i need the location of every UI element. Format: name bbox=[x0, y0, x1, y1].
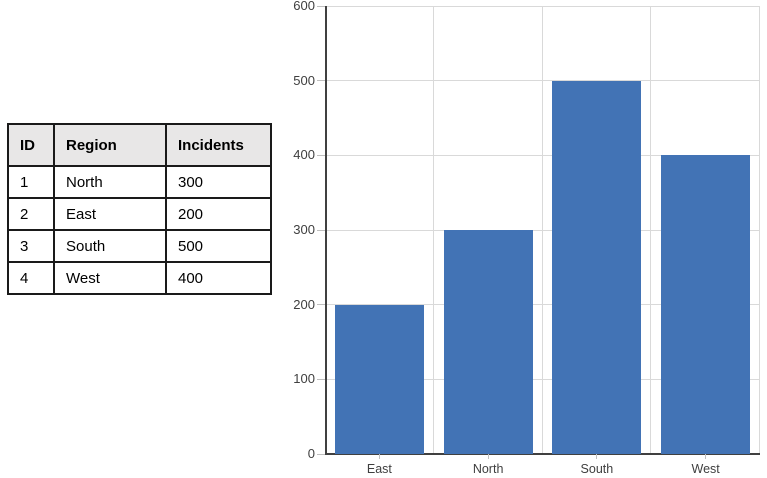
y-tick-600 bbox=[317, 5, 325, 7]
table-cell-incidents: 200 bbox=[165, 197, 272, 231]
table-header-cell-region: Region bbox=[53, 123, 167, 167]
table-row: 4 West 400 bbox=[7, 261, 272, 295]
h-gridline-400 bbox=[325, 154, 760, 156]
x-axis-label-north: North bbox=[472, 462, 504, 476]
x-tick-west bbox=[705, 454, 707, 459]
table-cell-id: 3 bbox=[7, 229, 55, 263]
x-tick-north bbox=[487, 454, 489, 459]
y-axis-label-200: 200 bbox=[293, 296, 315, 312]
y-tick-100 bbox=[317, 378, 325, 380]
v-gridline-3 bbox=[650, 6, 652, 454]
x-tick-south bbox=[596, 454, 598, 459]
v-gridline-1 bbox=[432, 6, 434, 454]
table-header-row: ID Region Incidents bbox=[7, 123, 272, 167]
y-tick-400 bbox=[317, 154, 325, 156]
x-axis-label-south: South bbox=[580, 462, 614, 476]
table-cell-region: East bbox=[53, 197, 167, 231]
table-header-cell-incidents: Incidents bbox=[165, 123, 272, 167]
h-gridline-200 bbox=[325, 304, 760, 306]
y-tick-300 bbox=[317, 229, 325, 231]
table-cell-region: South bbox=[53, 229, 167, 263]
bar-east bbox=[334, 304, 424, 454]
incidents-table: ID Region Incidents 1 North 300 2 East 200 3 Sout… bbox=[7, 123, 272, 295]
y-axis-label-400: 400 bbox=[293, 147, 315, 163]
v-gridline-2 bbox=[541, 6, 543, 454]
y-axis-label-0: 0 bbox=[307, 446, 315, 461]
bar-north bbox=[443, 230, 533, 454]
h-gridline-300 bbox=[325, 229, 760, 231]
h-gridline-500 bbox=[325, 80, 760, 82]
bar-chart: 0 100 200 300 400 500 600 East North South West bbox=[293, 0, 760, 476]
table-row: 3 South 500 bbox=[7, 229, 272, 263]
incidents-table-body: 1 North 300 2 East 200 3 South 500 4 West 400 bbox=[7, 165, 272, 295]
table-cell-region: North bbox=[53, 165, 167, 199]
x-axis-label-east: East bbox=[366, 462, 392, 476]
h-gridline-100 bbox=[325, 378, 760, 380]
table-cell-region: West bbox=[53, 261, 167, 295]
x-tick-east bbox=[378, 454, 380, 459]
y-axis-label-500: 500 bbox=[293, 72, 315, 88]
incidents-table-header: ID Region Incidents bbox=[7, 123, 272, 167]
y-tick-0 bbox=[317, 453, 325, 455]
bar-south bbox=[552, 80, 642, 454]
table-cell-id: 4 bbox=[7, 261, 55, 295]
y-axis-line bbox=[325, 6, 327, 454]
table-header-cell-id: ID bbox=[7, 123, 55, 167]
table-cell-id: 1 bbox=[7, 165, 55, 199]
y-tick-200 bbox=[317, 304, 325, 306]
h-gridline-600 bbox=[325, 5, 760, 7]
table-cell-incidents: 300 bbox=[165, 165, 272, 199]
table-row: 1 North 300 bbox=[7, 165, 272, 199]
y-axis-label-300: 300 bbox=[293, 222, 315, 237]
y-axis-label-100: 100 bbox=[293, 371, 315, 387]
bar-west bbox=[661, 155, 751, 454]
table-row: 2 East 200 bbox=[7, 197, 272, 231]
table-cell-incidents: 400 bbox=[165, 261, 272, 295]
table-cell-id: 2 bbox=[7, 197, 55, 231]
v-gridline-4 bbox=[759, 6, 760, 454]
table-cell-incidents: 500 bbox=[165, 229, 272, 263]
x-axis-label-west: West bbox=[691, 462, 720, 476]
x-axis-line bbox=[325, 453, 760, 455]
y-tick-500 bbox=[317, 80, 325, 82]
y-axis-label-600: 600 bbox=[293, 0, 315, 13]
